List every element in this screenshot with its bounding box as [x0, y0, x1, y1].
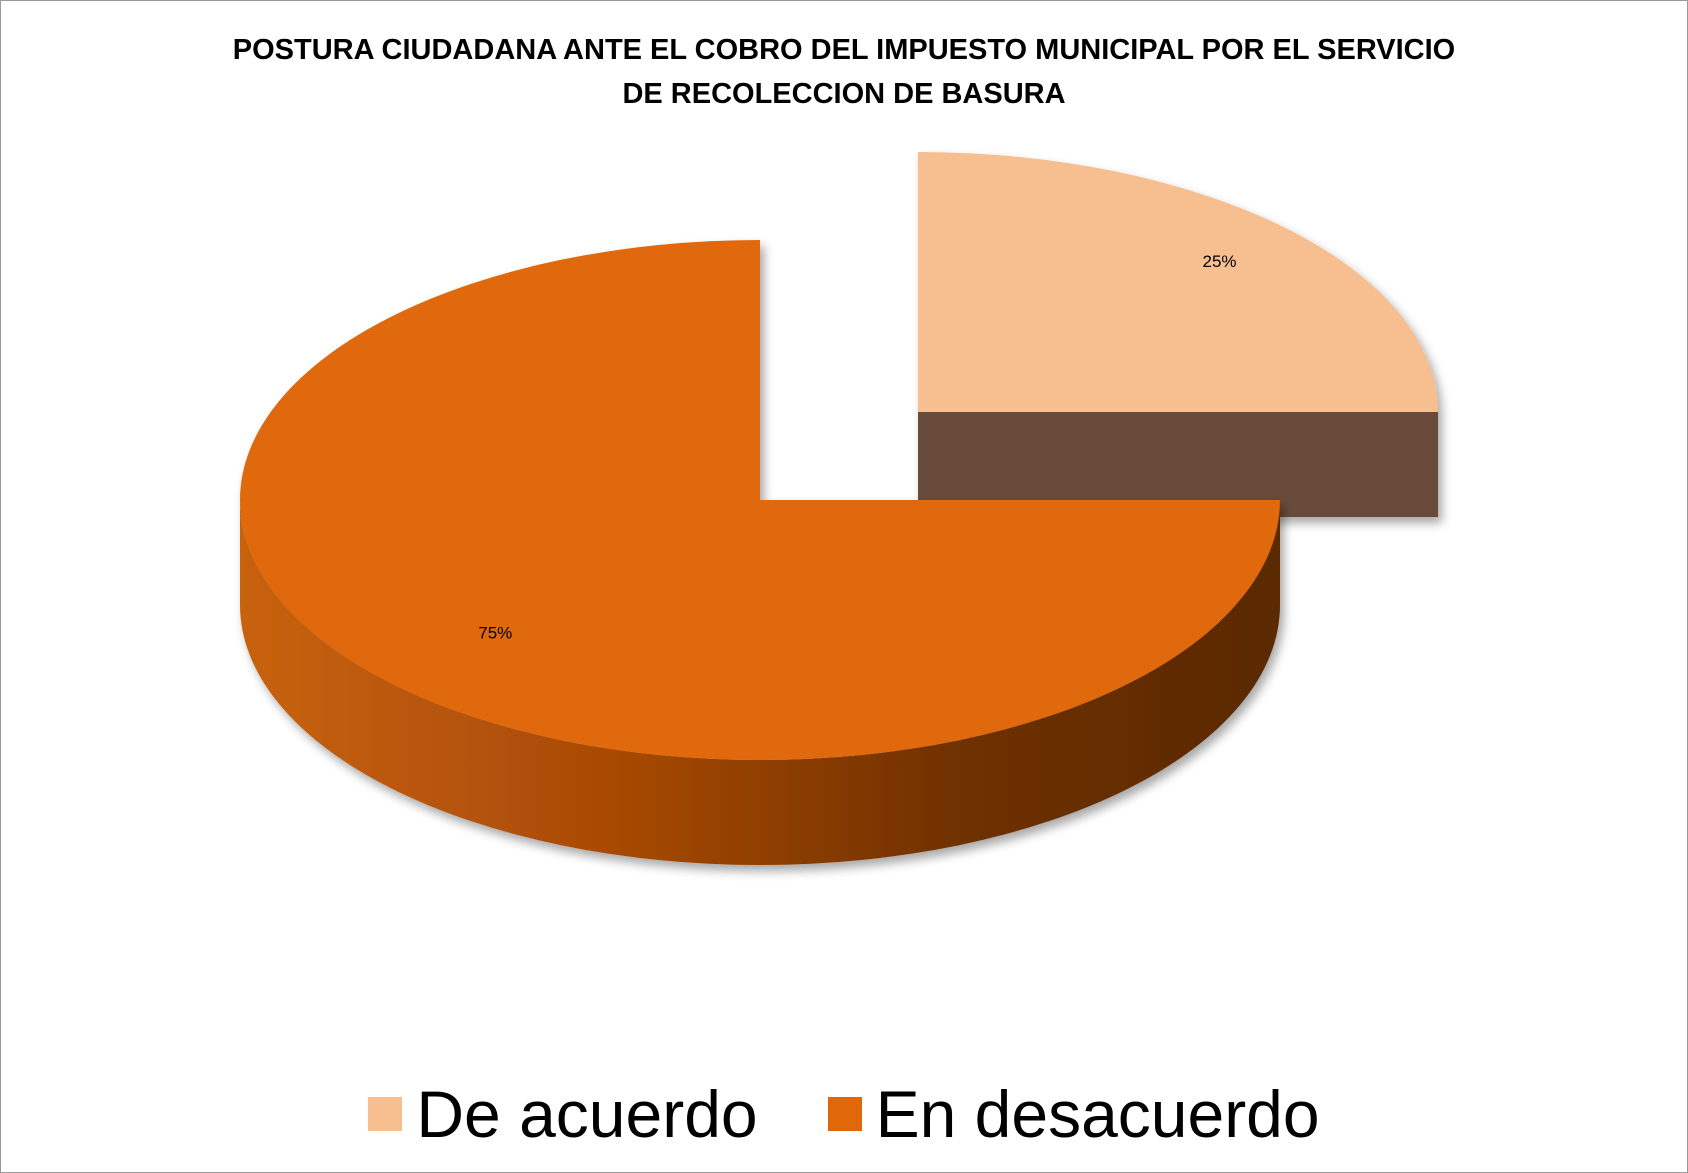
legend-swatch-de-acuerdo: [368, 1097, 403, 1131]
chart-title-line-1: POSTURA CIUDADANA ANTE EL COBRO DEL IMPU…: [232, 34, 1456, 66]
legend-label-de-acuerdo: De acuerdo: [416, 1077, 758, 1151]
legend-swatch-en-desacuerdo: [827, 1097, 862, 1131]
legend-label-en-desacuerdo: En desacuerdo: [875, 1077, 1320, 1151]
chart-title-line-2: DE RECOLECCION DE BASURA: [622, 78, 1066, 110]
slice-top-de-acuerdo: [918, 152, 1438, 412]
legend-item-de-acuerdo: De acuerdo: [368, 1076, 758, 1152]
data-label-de-acuerdo: 25%: [1202, 252, 1236, 271]
data-label-en-desacuerdo: 75%: [478, 623, 512, 642]
slice-cut-face-de-acuerdo-1: [918, 412, 1438, 517]
slice-outer-side-en-desacuerdo: [240, 500, 1280, 865]
chart-title: POSTURA CIUDADANA ANTE EL COBRO DEL IMPU…: [0, 28, 1688, 116]
slice-top-en-desacuerdo: [240, 240, 1280, 760]
legend-item-en-desacuerdo: En desacuerdo: [827, 1076, 1320, 1152]
slice-de-acuerdo: [918, 152, 1438, 517]
slice-en-desacuerdo: [240, 240, 1280, 865]
chart-legend: De acuerdo En desacuerdo: [0, 1072, 1688, 1156]
